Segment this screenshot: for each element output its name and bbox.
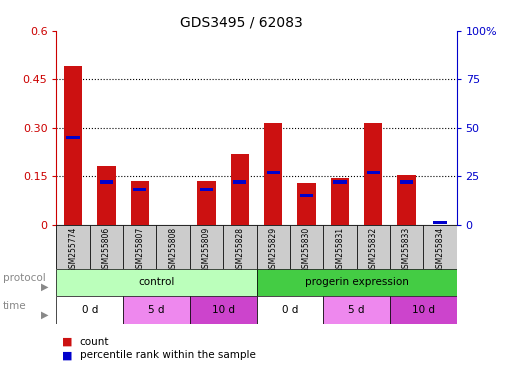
Bar	[264, 123, 282, 225]
Bar	[298, 183, 315, 225]
Bar	[100, 180, 113, 184]
Bar	[56, 296, 123, 324]
Text: 10 d: 10 d	[212, 305, 234, 315]
Text: ■: ■	[62, 337, 72, 347]
Bar	[256, 269, 457, 296]
Text: protocol: protocol	[3, 273, 45, 283]
Bar	[190, 225, 223, 269]
Bar	[390, 296, 457, 324]
Bar	[366, 170, 380, 174]
Bar	[56, 225, 90, 269]
Text: 5 d: 5 d	[148, 305, 165, 315]
Text: ▶: ▶	[41, 310, 48, 319]
Bar	[131, 181, 149, 225]
Bar	[64, 66, 82, 225]
Text: GSM255828: GSM255828	[235, 227, 244, 273]
Bar	[323, 296, 390, 324]
Bar	[398, 175, 416, 225]
Bar	[123, 296, 190, 324]
Text: GSM255832: GSM255832	[369, 227, 378, 273]
Bar	[390, 225, 423, 269]
Text: GSM255809: GSM255809	[202, 227, 211, 273]
Bar	[97, 167, 115, 225]
Text: 5 d: 5 d	[348, 305, 365, 315]
Bar	[198, 181, 215, 225]
Text: ▶: ▶	[41, 281, 48, 291]
Bar	[56, 269, 256, 296]
Bar	[323, 225, 357, 269]
Bar	[256, 225, 290, 269]
Text: 10 d: 10 d	[412, 305, 435, 315]
Bar	[200, 188, 213, 192]
Text: time: time	[3, 301, 26, 311]
Bar	[190, 296, 256, 324]
Text: 0 d: 0 d	[282, 305, 298, 315]
Bar	[133, 188, 146, 192]
Bar	[331, 178, 349, 225]
Bar	[256, 296, 323, 324]
Bar	[231, 154, 249, 225]
Text: count: count	[80, 337, 109, 347]
Bar	[400, 180, 413, 184]
Text: 0 d: 0 d	[82, 305, 98, 315]
Text: GSM255829: GSM255829	[269, 227, 278, 273]
Text: GSM255808: GSM255808	[169, 227, 177, 273]
Bar	[300, 194, 313, 197]
Text: ■: ■	[62, 350, 72, 360]
Bar	[364, 123, 382, 225]
Text: GSM255833: GSM255833	[402, 227, 411, 273]
Bar	[357, 225, 390, 269]
Bar	[123, 225, 156, 269]
Text: GSM255807: GSM255807	[135, 227, 144, 273]
Text: GDS3495 / 62083: GDS3495 / 62083	[180, 15, 302, 29]
Bar	[433, 221, 446, 224]
Bar	[333, 180, 346, 184]
Bar	[290, 225, 323, 269]
Text: GSM255774: GSM255774	[69, 227, 77, 273]
Text: GSM255806: GSM255806	[102, 227, 111, 273]
Bar	[266, 170, 280, 174]
Bar	[156, 225, 190, 269]
Text: GSM255831: GSM255831	[336, 227, 344, 273]
Bar	[423, 225, 457, 269]
Bar	[233, 180, 246, 184]
Bar	[90, 225, 123, 269]
Text: GSM255830: GSM255830	[302, 227, 311, 273]
Text: percentile rank within the sample: percentile rank within the sample	[80, 350, 255, 360]
Text: progerin expression: progerin expression	[305, 277, 408, 287]
Bar	[66, 136, 80, 139]
Bar	[223, 225, 256, 269]
Text: GSM255834: GSM255834	[436, 227, 444, 273]
Text: control: control	[139, 277, 174, 287]
